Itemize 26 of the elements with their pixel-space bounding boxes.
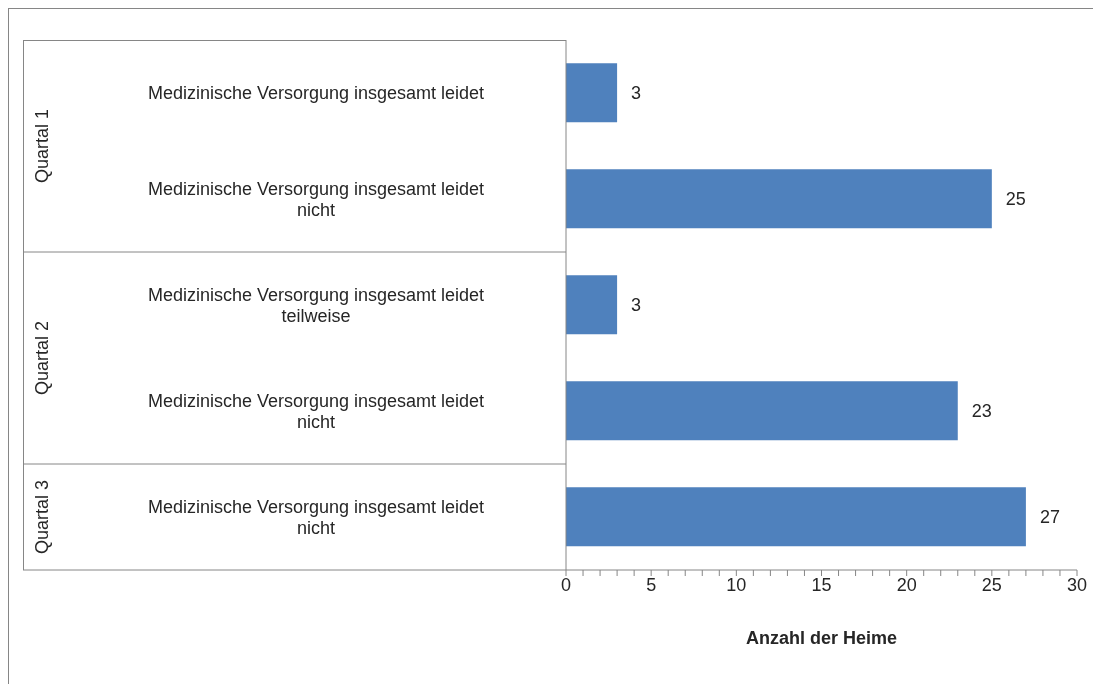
bar xyxy=(566,487,1026,547)
y-tick-label: Medizinische Versorgung insgesamt leidet nicht xyxy=(147,496,485,538)
x-tick-label: 20 xyxy=(896,574,917,595)
x-tick-label: 30 xyxy=(1066,574,1088,595)
text: Quartal 2 xyxy=(31,320,53,396)
x-tick-label: 25 xyxy=(981,574,1002,595)
y-tick-label: Medizinische Versorgung insgesamt leidet teilweise xyxy=(147,284,485,326)
y-tick-label: Medizinische Versorgung insgesamt leidet nicht xyxy=(147,390,485,432)
x-axis-title: Anzahl der Heime xyxy=(745,628,898,648)
bar xyxy=(566,381,958,441)
bar xyxy=(566,275,618,335)
bar xyxy=(566,169,992,229)
text: Quartal 3 xyxy=(31,479,53,555)
bar xyxy=(566,63,618,123)
x-tick-label: 5 xyxy=(646,574,657,595)
text: Quartal 1 xyxy=(31,108,53,184)
x-tick-label: 0 xyxy=(560,574,572,595)
data-label: 25 xyxy=(1005,189,1026,210)
y-tick-label: Medizinische Versorgung insgesamt leidet xyxy=(147,83,485,103)
data-label: 27 xyxy=(1039,507,1060,528)
data-label: 23 xyxy=(971,401,992,422)
data-label: 3 xyxy=(631,83,642,104)
data-label: 3 xyxy=(631,295,642,316)
y-tick-label: Medizinische Versorgung insgesamt leidet nicht xyxy=(147,178,485,220)
x-tick-label: 15 xyxy=(811,574,832,595)
x-tick-label: 10 xyxy=(726,574,747,595)
